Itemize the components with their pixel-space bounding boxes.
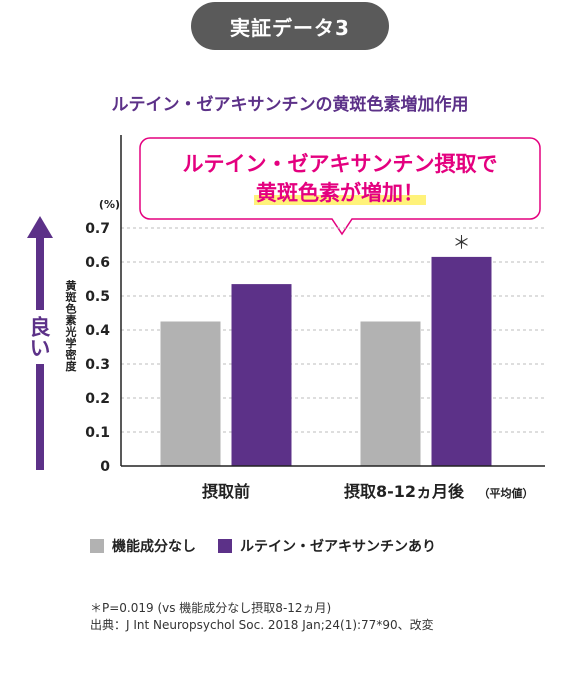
y-tick-label: 0.4 xyxy=(85,323,110,339)
badge-label: 実証データ3 xyxy=(230,15,350,40)
badge: 実証データ3 xyxy=(191,2,389,50)
legend-swatch-control xyxy=(90,539,104,553)
significance-mark: ＊ xyxy=(453,233,471,254)
legend-item-treatment: ルテイン・ゼアキサンチンあり xyxy=(218,536,436,556)
legend-item-control: 機能成分なし xyxy=(90,536,196,556)
y-axis-label: 黄斑色素光学密度 xyxy=(64,280,77,372)
y-tick-label: 0 xyxy=(100,459,110,475)
bar-control-1 xyxy=(360,321,421,466)
y-tick-label: 0.3 xyxy=(85,357,110,373)
x-tick-sublabel: （平均値） xyxy=(479,486,534,500)
chart-subtitle: ルテイン・ゼアキサンチンの黄斑色素増加作用 xyxy=(111,95,469,115)
footnote-source: 出典：J Int Neuropsychol Soc. 2018 Jan;24(1… xyxy=(90,618,434,632)
y-tick-label: 0.5 xyxy=(85,289,110,305)
bar-control-0 xyxy=(160,321,221,466)
y-tick-label: 0.2 xyxy=(85,391,110,407)
y-unit-label: (%) xyxy=(99,198,120,211)
chart: 0.7 0.6 0.5 0.4 0.3 0.2 0.1 0 (%) 摂取前 摂取8-12ヵ月後 （平均… xyxy=(27,135,545,501)
x-tick-label: 摂取前 xyxy=(202,482,250,501)
footnotes: ＊P=0.019 (vs 機能成分なし摂取8-12ヵ月) 出典：J Int Ne… xyxy=(90,600,434,634)
callout-highlight: 黄斑色素が増加！ xyxy=(254,181,426,205)
bar-treatment-0 xyxy=(231,284,292,466)
x-tick-label: 摂取8-12ヵ月後 xyxy=(344,482,465,501)
y-tick-label: 0.7 xyxy=(85,221,110,237)
good-arrow-head xyxy=(27,216,53,238)
legend-label-control: 機能成分なし xyxy=(112,539,196,555)
legend: 機能成分なし ルテイン・ゼアキサンチンあり xyxy=(90,536,458,556)
callout-line2: 黄斑色素が増加！ xyxy=(140,181,540,205)
legend-label-treatment: ルテイン・ゼアキサンチンあり xyxy=(240,539,436,555)
legend-swatch-treatment xyxy=(218,539,232,553)
good-label: 良い xyxy=(22,310,54,364)
footnote-significance: ＊P=0.019 (vs 機能成分なし摂取8-12ヵ月) xyxy=(90,601,332,615)
bar-treatment-1 xyxy=(431,256,492,466)
y-tick-label: 0.6 xyxy=(85,255,110,271)
y-tick-label: 0.1 xyxy=(85,425,110,441)
callout-line1: ルテイン・ゼアキサンチン摂取で xyxy=(182,152,498,176)
